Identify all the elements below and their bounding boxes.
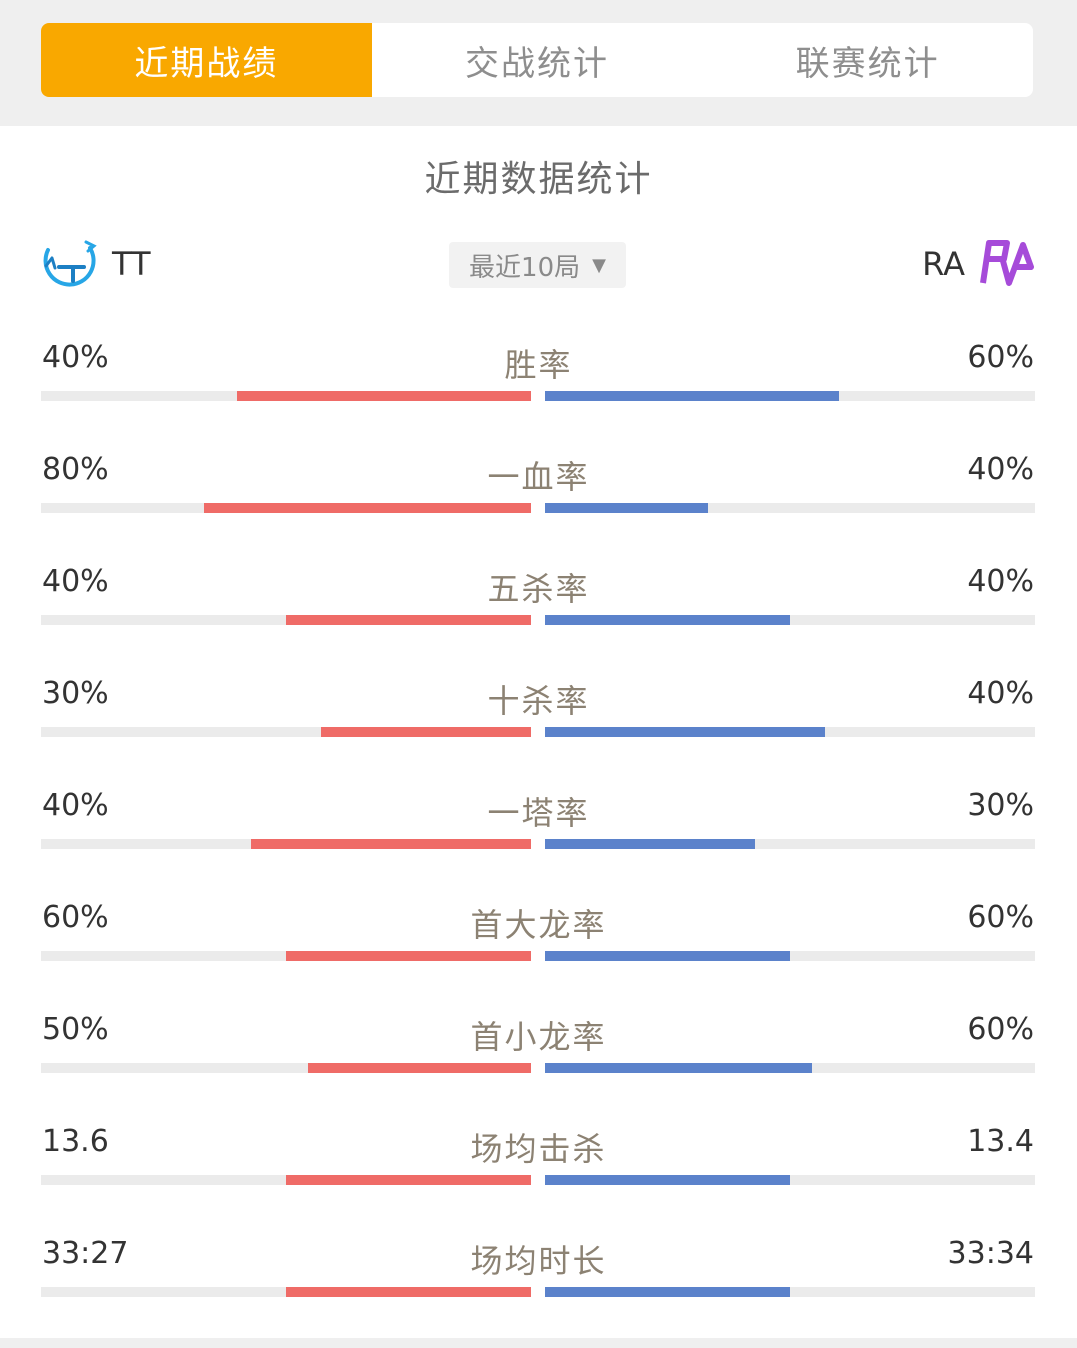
bar-track-left [41,1063,531,1073]
stat-left-value: 50% [42,1012,109,1047]
stat-label: 首小龙率 [470,1018,607,1056]
bar-fill-left [320,727,531,737]
bar-track-left [41,391,531,401]
stat-right-value: 60% [967,340,1034,375]
bar-track-right [545,727,1035,737]
tab-bar-area: 近期战绩 交战统计 联赛统计 [0,0,1077,126]
stat-right-value: 13.4 [967,1124,1034,1159]
bar-fill-left [286,1287,531,1297]
bar-fill-right [545,951,790,961]
ra-logo-icon [980,240,1034,286]
stat-row-five-kill-rate: 40% 五杀率 40% [0,564,1077,676]
tab-head-to-head[interactable]: 交战统计 [465,43,609,84]
stat-row-first-baron-rate: 60% 首大龙率 60% [0,900,1077,1012]
stat-label: 一血率 [487,458,590,496]
stat-left-value: 40% [42,564,109,599]
tab-bar: 近期战绩 交战统计 联赛统计 [41,23,1033,97]
tt-logo-icon [43,240,97,287]
bar-track-left [41,615,531,625]
stat-right-value: 60% [967,900,1034,935]
bar-track-right [545,1175,1035,1185]
bar-track-left [41,1287,531,1297]
bar-fill-right [545,1175,790,1185]
bar-fill-left [251,839,531,849]
stat-right-value: 40% [967,564,1034,599]
stat-right-value: 33:34 [947,1236,1034,1271]
bar-track-right [545,1063,1035,1073]
stat-row-avg-duration: 33:27 场均时长 33:34 [0,1236,1077,1348]
stat-left-value: 40% [42,340,109,375]
bar-track-left [41,1175,531,1185]
bar-track-left [41,839,531,849]
bar-track-left [41,727,531,737]
bar-fill-right [545,503,709,513]
stat-label: 十杀率 [487,682,590,720]
stat-row-first-tower-rate: 40% 一塔率 30% [0,788,1077,900]
bar-track-right [545,391,1035,401]
tab-recent-record[interactable]: 近期战绩 [41,23,372,97]
stat-left-value: 13.6 [42,1124,109,1159]
bar-fill-right [545,1063,813,1073]
stat-right-value: 30% [967,788,1034,823]
tab-league-stats[interactable]: 联赛统计 [795,43,940,84]
stat-row-win-rate: 40% 胜率 60% [0,340,1077,452]
section-title: 近期数据统计 [424,159,653,200]
bar-fill-left [237,391,531,401]
match-count-label: 最近10局 [469,252,581,283]
bar-fill-left [286,1175,531,1185]
stat-row-first-blood-rate: 80% 一血率 40% [0,452,1077,564]
bar-track-left [41,951,531,961]
stat-left-value: 30% [42,676,109,711]
match-count-dropdown[interactable]: 最近10局 ▼ [449,242,626,288]
bar-fill-left [204,503,531,513]
bar-track-left [41,503,531,513]
team-left-name: TT [112,245,151,283]
bar-fill-left [286,951,531,961]
bar-fill-right [545,839,756,849]
bar-track-right [545,615,1035,625]
stat-left-value: 40% [42,788,109,823]
stat-label: 胜率 [504,346,573,384]
stat-label: 首大龙率 [470,906,607,944]
stat-row-first-dragon-rate: 50% 首小龙率 60% [0,1012,1077,1124]
team-right: RA [922,234,1035,294]
stat-label: 五杀率 [487,570,590,608]
bar-track-right [545,503,1035,513]
bar-track-right [545,951,1035,961]
stat-right-value: 40% [967,452,1034,487]
bar-fill-left [286,615,531,625]
stat-left-value: 80% [42,452,109,487]
stats-panel: 近期数据统计 TT 最近10局 ▼ RA 40% 胜率 60% 80% 一血率 … [0,126,1077,1338]
bar-fill-right [545,615,790,625]
stat-row-ten-kill-rate: 30% 十杀率 40% [0,676,1077,788]
stat-label: 场均时长 [470,1242,607,1280]
stat-left-value: 60% [42,900,109,935]
bar-track-right [545,839,1035,849]
stat-right-value: 40% [967,676,1034,711]
bar-fill-right [545,391,839,401]
stat-label: 一塔率 [487,794,590,832]
bar-fill-right [545,1287,790,1297]
stat-right-value: 60% [967,1012,1034,1047]
stat-left-value: 33:27 [42,1236,129,1271]
team-left: TT [40,234,151,294]
bar-fill-left [308,1063,531,1073]
bar-fill-right [545,727,825,737]
team-right-name: RA [922,245,965,283]
stat-row-avg-kills: 13.6 场均击杀 13.4 [0,1124,1077,1236]
caret-down-icon: ▼ [592,254,606,276]
stat-label: 场均击杀 [470,1130,607,1168]
bar-track-right [545,1287,1035,1297]
